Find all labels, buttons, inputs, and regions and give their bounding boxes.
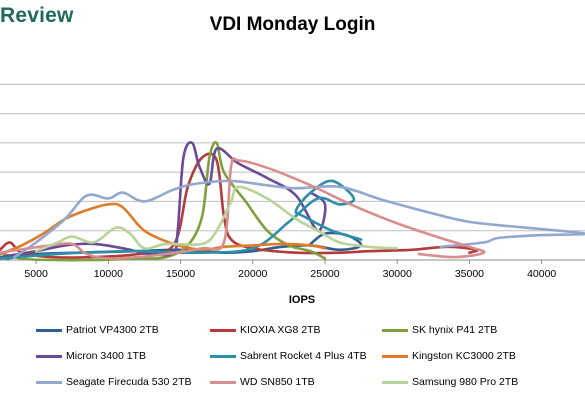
series-line: [0, 202, 327, 256]
legend-swatch: [210, 328, 236, 332]
x-tick-label: 20000: [238, 268, 267, 280]
legend-label: WD SN850 1TB: [240, 376, 315, 388]
series-layer: [0, 141, 585, 262]
legend-swatch: [36, 328, 62, 332]
series-line: [0, 152, 479, 259]
legend-label: Seagate Firecuda 530 2TB: [66, 376, 192, 388]
x-tick-label: 5000: [24, 268, 48, 280]
x-tick-label: 10000: [94, 268, 123, 280]
brand-logo-text: Review: [0, 4, 74, 27]
legend-item: Seagate Firecuda 530 2TB: [36, 374, 192, 390]
series-line: [0, 179, 363, 260]
series-line: [0, 156, 486, 260]
series-5: [0, 202, 327, 256]
series-2: [0, 141, 327, 262]
legend-label: SK hynix P41 2TB: [412, 324, 498, 336]
series-7: [0, 156, 486, 260]
legend-item: SK hynix P41 2TB: [382, 322, 497, 338]
legend-item: Sabrent Rocket 4 Plus 4TB: [210, 348, 367, 364]
legend-swatch: [382, 354, 408, 358]
x-tick-label: 40000: [527, 268, 556, 280]
legend-swatch: [382, 328, 408, 332]
chart-title: VDI Monday Login: [209, 14, 376, 35]
legend-swatch: [382, 380, 408, 384]
grid-layer: [0, 83, 585, 232]
legend-swatch: [210, 354, 236, 358]
x-tick-label: 15000: [166, 268, 195, 280]
series-6: [13, 179, 585, 259]
legend-item: Kingston KC3000 2TB: [382, 348, 516, 364]
series-line: [34, 185, 399, 253]
legend-label: Micron 3400 1TB: [66, 350, 146, 362]
legend-item: Micron 3400 1TB: [36, 348, 146, 364]
legend-label: Samsung 980 Pro 2TB: [412, 376, 519, 388]
series-4: [0, 179, 363, 260]
legend-item: WD SN850 1TB: [210, 374, 315, 390]
series-3: [0, 141, 327, 259]
x-tick-label: 25000: [310, 268, 339, 280]
legend-swatch: [36, 380, 62, 384]
legend-swatch: [36, 354, 62, 358]
series-8: [34, 185, 399, 253]
legend-item: Samsung 980 Pro 2TB: [382, 374, 518, 390]
legend-label: Sabrent Rocket 4 Plus 4TB: [240, 350, 367, 362]
x-tick-label: 35000: [455, 268, 484, 280]
legend-item: KIOXIA XG8 2TB: [210, 322, 321, 338]
legend-label: KIOXIA XG8 2TB: [240, 324, 321, 336]
axis-layer: 5000 10000 15000 20000 25000 30000 35000 40000: [0, 259, 585, 280]
legend-swatch: [210, 380, 236, 384]
x-tick-label: 30000: [383, 268, 412, 280]
legend-label: Patriot VP4300 2TB: [66, 324, 159, 336]
legend-label: Kingston KC3000 2TB: [412, 350, 516, 362]
series-line: [0, 141, 327, 259]
legend-item: Patriot VP4300 2TB: [36, 322, 159, 338]
series-1: [0, 152, 479, 259]
series-line: [13, 179, 585, 259]
x-axis-label: IOPS: [289, 294, 315, 306]
series-line: [0, 141, 327, 262]
